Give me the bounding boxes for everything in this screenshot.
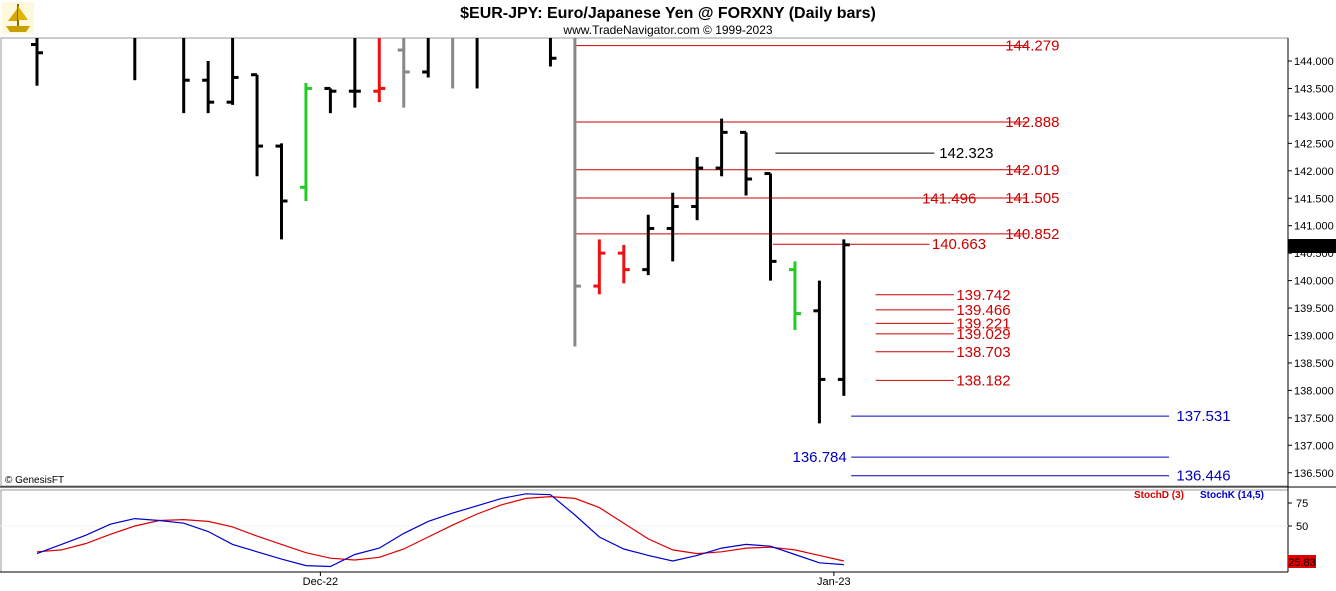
ohlc-bar (813, 280, 826, 424)
level-label: 138.703 (956, 344, 1010, 361)
chart-subtitle: www.TradeNavigator.com © 1999-2023 (562, 23, 772, 37)
level-label: 137.531 (1176, 408, 1230, 425)
last-price-value: 140.652 (1292, 241, 1332, 253)
price-axis: 136.500 137.000 137.500 138.000 138.500 139.0… (1288, 56, 1334, 480)
ohlc-bar (642, 214, 655, 276)
ohlc-bar (324, 86, 337, 114)
price-tick-label: 143.000 (1294, 111, 1334, 123)
ohlc-bar (348, 38, 361, 108)
legend-stochk: StochK (14,5) (1200, 490, 1264, 501)
ohlc-bar (837, 239, 850, 396)
price-tick-label: 142.500 (1294, 138, 1334, 150)
ohlc-bar (715, 118, 728, 177)
ohlc-bar (251, 73, 264, 177)
ohlc-bar (788, 261, 801, 331)
level-label: 138.182 (956, 372, 1010, 389)
price-tick-label: 144.000 (1294, 56, 1334, 68)
stoch-tick-label: 75 (1296, 498, 1308, 510)
price-tick-label: 139.500 (1294, 303, 1334, 315)
level-label: 140.663 (932, 236, 986, 253)
ohlc-bar (548, 38, 557, 67)
level-label: 141.496 (922, 190, 976, 207)
date-tick-label: Jan-23 (817, 576, 851, 588)
stoch-series-line (36, 493, 844, 568)
level-label: 144.279 (1005, 38, 1059, 55)
price-panel-frame (0, 37, 1289, 487)
ship-logo-icon (2, 2, 34, 34)
ohlc-bar (573, 38, 581, 347)
price-tick-label: 138.500 (1294, 358, 1334, 370)
price-tick-label: 140.000 (1294, 276, 1334, 288)
price-tick-label: 141.000 (1294, 221, 1334, 233)
level-lines: 144.279 142.888 142.323 142.019 141.505 141.4… (574, 38, 1231, 485)
level-label: 140.852 (1005, 226, 1059, 243)
ohlc-bar (397, 38, 410, 108)
price-tick-label: 138.000 (1294, 385, 1334, 397)
price-tick-label: 142.000 (1294, 166, 1334, 178)
ohlc-bar (182, 38, 190, 114)
ohlc-bar (666, 192, 679, 262)
date-tick-label: Dec-22 (303, 576, 338, 588)
price-tick-label: 137.000 (1294, 440, 1334, 452)
ohlc-bar (226, 38, 239, 105)
ohlc-bar (617, 244, 630, 284)
credit-text: © GenesisFT (5, 475, 64, 486)
stoch-axis: 75 50 (1288, 498, 1308, 533)
price-tick-label: 139.000 (1294, 331, 1334, 343)
level-label: 136.784 (793, 449, 847, 466)
last-price-tag: 140.652 (1288, 239, 1336, 253)
level-label: 139.466 (956, 302, 1010, 319)
ohlc-bar (593, 239, 606, 295)
legend-stochd: StochD (3) (1134, 490, 1184, 501)
ohlc-bar (202, 61, 215, 114)
ohlc-bar (764, 172, 777, 281)
ohlc-bar (691, 157, 704, 221)
ohlc-bar (740, 130, 753, 196)
ohlc-bars (31, 38, 850, 424)
level-label: 139.029 (956, 326, 1010, 343)
last-stoch-value: 25.83 (1288, 557, 1316, 569)
level-label: 136.446 (1176, 468, 1230, 485)
logo (2, 2, 34, 34)
level-label: 141.505 (1005, 190, 1059, 207)
stoch-tick-label: 50 (1296, 521, 1308, 533)
price-tick-label: 137.500 (1294, 413, 1334, 425)
ohlc-bar (422, 38, 430, 78)
stoch-series-line (36, 495, 844, 562)
price-tick-label: 143.500 (1294, 83, 1334, 95)
level-label: 139.742 (956, 287, 1010, 304)
last-stoch-tag: 25.83 (1288, 555, 1316, 569)
ohlc-bar (31, 38, 43, 86)
chart-title: $EUR-JPY: Euro/Japanese Yen @ FORXNY (Da… (460, 5, 876, 22)
level-label: 142.019 (1005, 162, 1059, 179)
stoch-panel-frame (0, 489, 1289, 573)
ohlc-bar (275, 143, 288, 240)
stochastic-lines (0, 493, 1288, 568)
price-tick-label: 141.500 (1294, 193, 1334, 205)
ohlc-bar (373, 38, 386, 103)
ohlc-bar (299, 82, 312, 201)
price-tick-label: 136.500 (1294, 468, 1334, 480)
level-label: 139.221 (956, 315, 1010, 332)
level-label: 142.888 (1005, 114, 1059, 131)
date-axis: Dec-22 Jan-23 (303, 572, 851, 588)
level-label: 142.323 (939, 145, 993, 162)
